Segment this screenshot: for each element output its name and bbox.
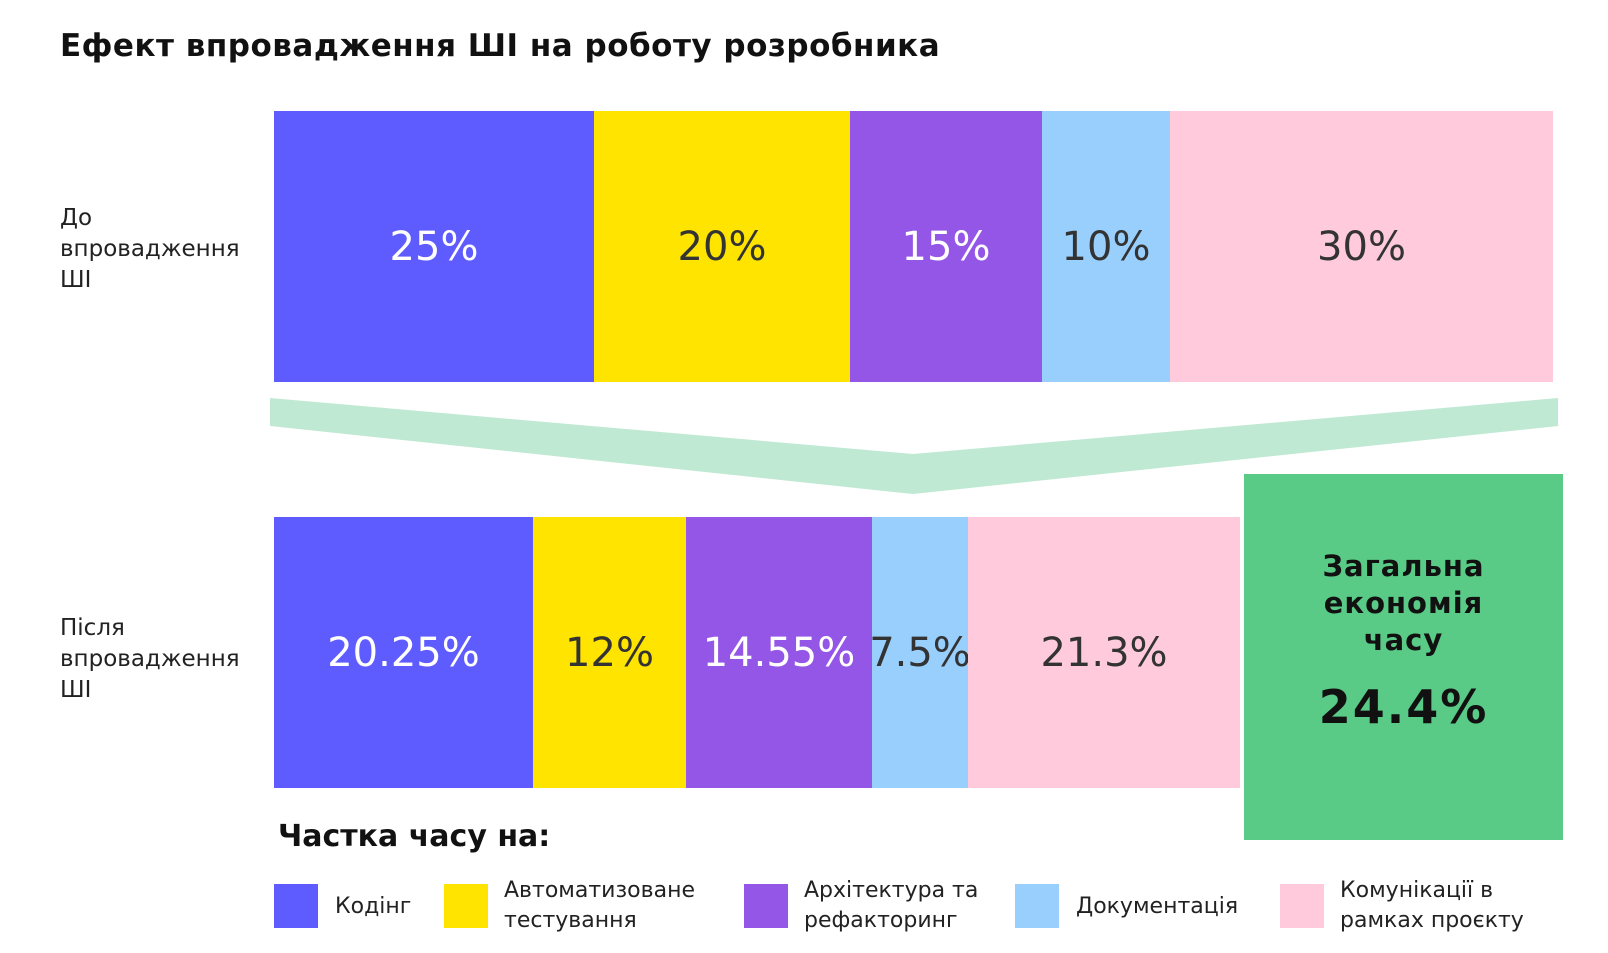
- row-label-before: До впровадження ШІ: [60, 203, 265, 296]
- total-savings-box: Загальна економія часу 24.4%: [1244, 474, 1563, 840]
- stacked-bar-before: 25% 20% 15% 10% 30%: [274, 111, 1553, 382]
- row-label-line: ШІ: [60, 677, 92, 703]
- legend-label-line: Автоматизоване: [504, 878, 696, 903]
- row-label-line: впровадження: [60, 646, 240, 672]
- transition-arrow-shape: [270, 398, 1558, 494]
- bar-segment-label: 15%: [901, 223, 991, 270]
- bar-segment: 21.3%: [968, 517, 1240, 788]
- bar-segment-label: 7.5%: [869, 629, 971, 676]
- savings-label-line: Загальна: [1322, 549, 1485, 583]
- row-label-after: Після впровадження ШІ: [60, 613, 265, 706]
- legend-swatch: [1280, 884, 1324, 928]
- bar-segment: 25%: [274, 111, 594, 382]
- row-label-line: Після: [60, 615, 125, 641]
- bar-segment-label: 10%: [1061, 223, 1151, 270]
- bar-segment-label: 25%: [389, 223, 479, 270]
- legend-swatch: [744, 884, 788, 928]
- bar-segment: 12%: [533, 517, 686, 788]
- legend-label-line: рамках проєкту: [1340, 908, 1524, 933]
- chart-title: Ефект впровадження ШІ на роботу розробни…: [60, 28, 941, 64]
- bar-segment-label: 30%: [1317, 223, 1406, 270]
- legend-label: Кодінг: [335, 892, 411, 922]
- row-label-line: ШІ: [60, 267, 92, 293]
- legend-label: Комунікації в рамках проєкту: [1340, 876, 1524, 936]
- legend-label: Архітектура та рефакторинг: [804, 876, 978, 936]
- legend-title: Частка часу на:: [278, 819, 551, 854]
- bar-segment-label: 14.55%: [702, 629, 856, 676]
- bar-segment: 20%: [594, 111, 850, 382]
- bar-segment: 14.55%: [686, 517, 872, 788]
- legend-label-line: Документація: [1076, 894, 1239, 919]
- total-savings-label: Загальна економія часу: [1244, 548, 1563, 659]
- bar-segment-label: 20.25%: [327, 629, 480, 676]
- legend-label-line: тестування: [504, 908, 637, 933]
- transition-arrow: [270, 398, 1558, 494]
- bar-segment: 7.5%: [869, 517, 971, 788]
- total-savings-value: 24.4%: [1318, 680, 1489, 734]
- legend-label-line: рефакторинг: [804, 908, 958, 933]
- bar-segment: 15%: [850, 111, 1042, 382]
- bar-segment: 20.25%: [274, 517, 533, 788]
- bar-segment-label: 21.3%: [1040, 629, 1168, 676]
- savings-label-line: економія: [1323, 586, 1484, 620]
- legend-label-line: Архітектура та: [804, 878, 979, 903]
- legend-label: Документація: [1076, 892, 1238, 922]
- row-label-line: впровадження: [60, 236, 240, 262]
- bar-segment: 10%: [1042, 111, 1170, 382]
- legend-swatch: [274, 884, 318, 928]
- bar-segment-label: 20%: [677, 223, 767, 270]
- legend-label-line: Комунікації в: [1340, 878, 1494, 903]
- stacked-bar-after: 20.25% 12% 14.55% 7.5% 21.3%: [274, 517, 1240, 788]
- savings-label-line: часу: [1363, 623, 1444, 657]
- bar-segment: 30%: [1170, 111, 1553, 382]
- bar-segment-label: 12%: [565, 629, 654, 676]
- legend-swatch: [444, 884, 488, 928]
- row-label-line: До: [60, 205, 93, 231]
- legend-label: Автоматизоване тестування: [504, 876, 695, 936]
- legend-swatch: [1015, 884, 1059, 928]
- legend-label-line: Кодінг: [335, 894, 412, 919]
